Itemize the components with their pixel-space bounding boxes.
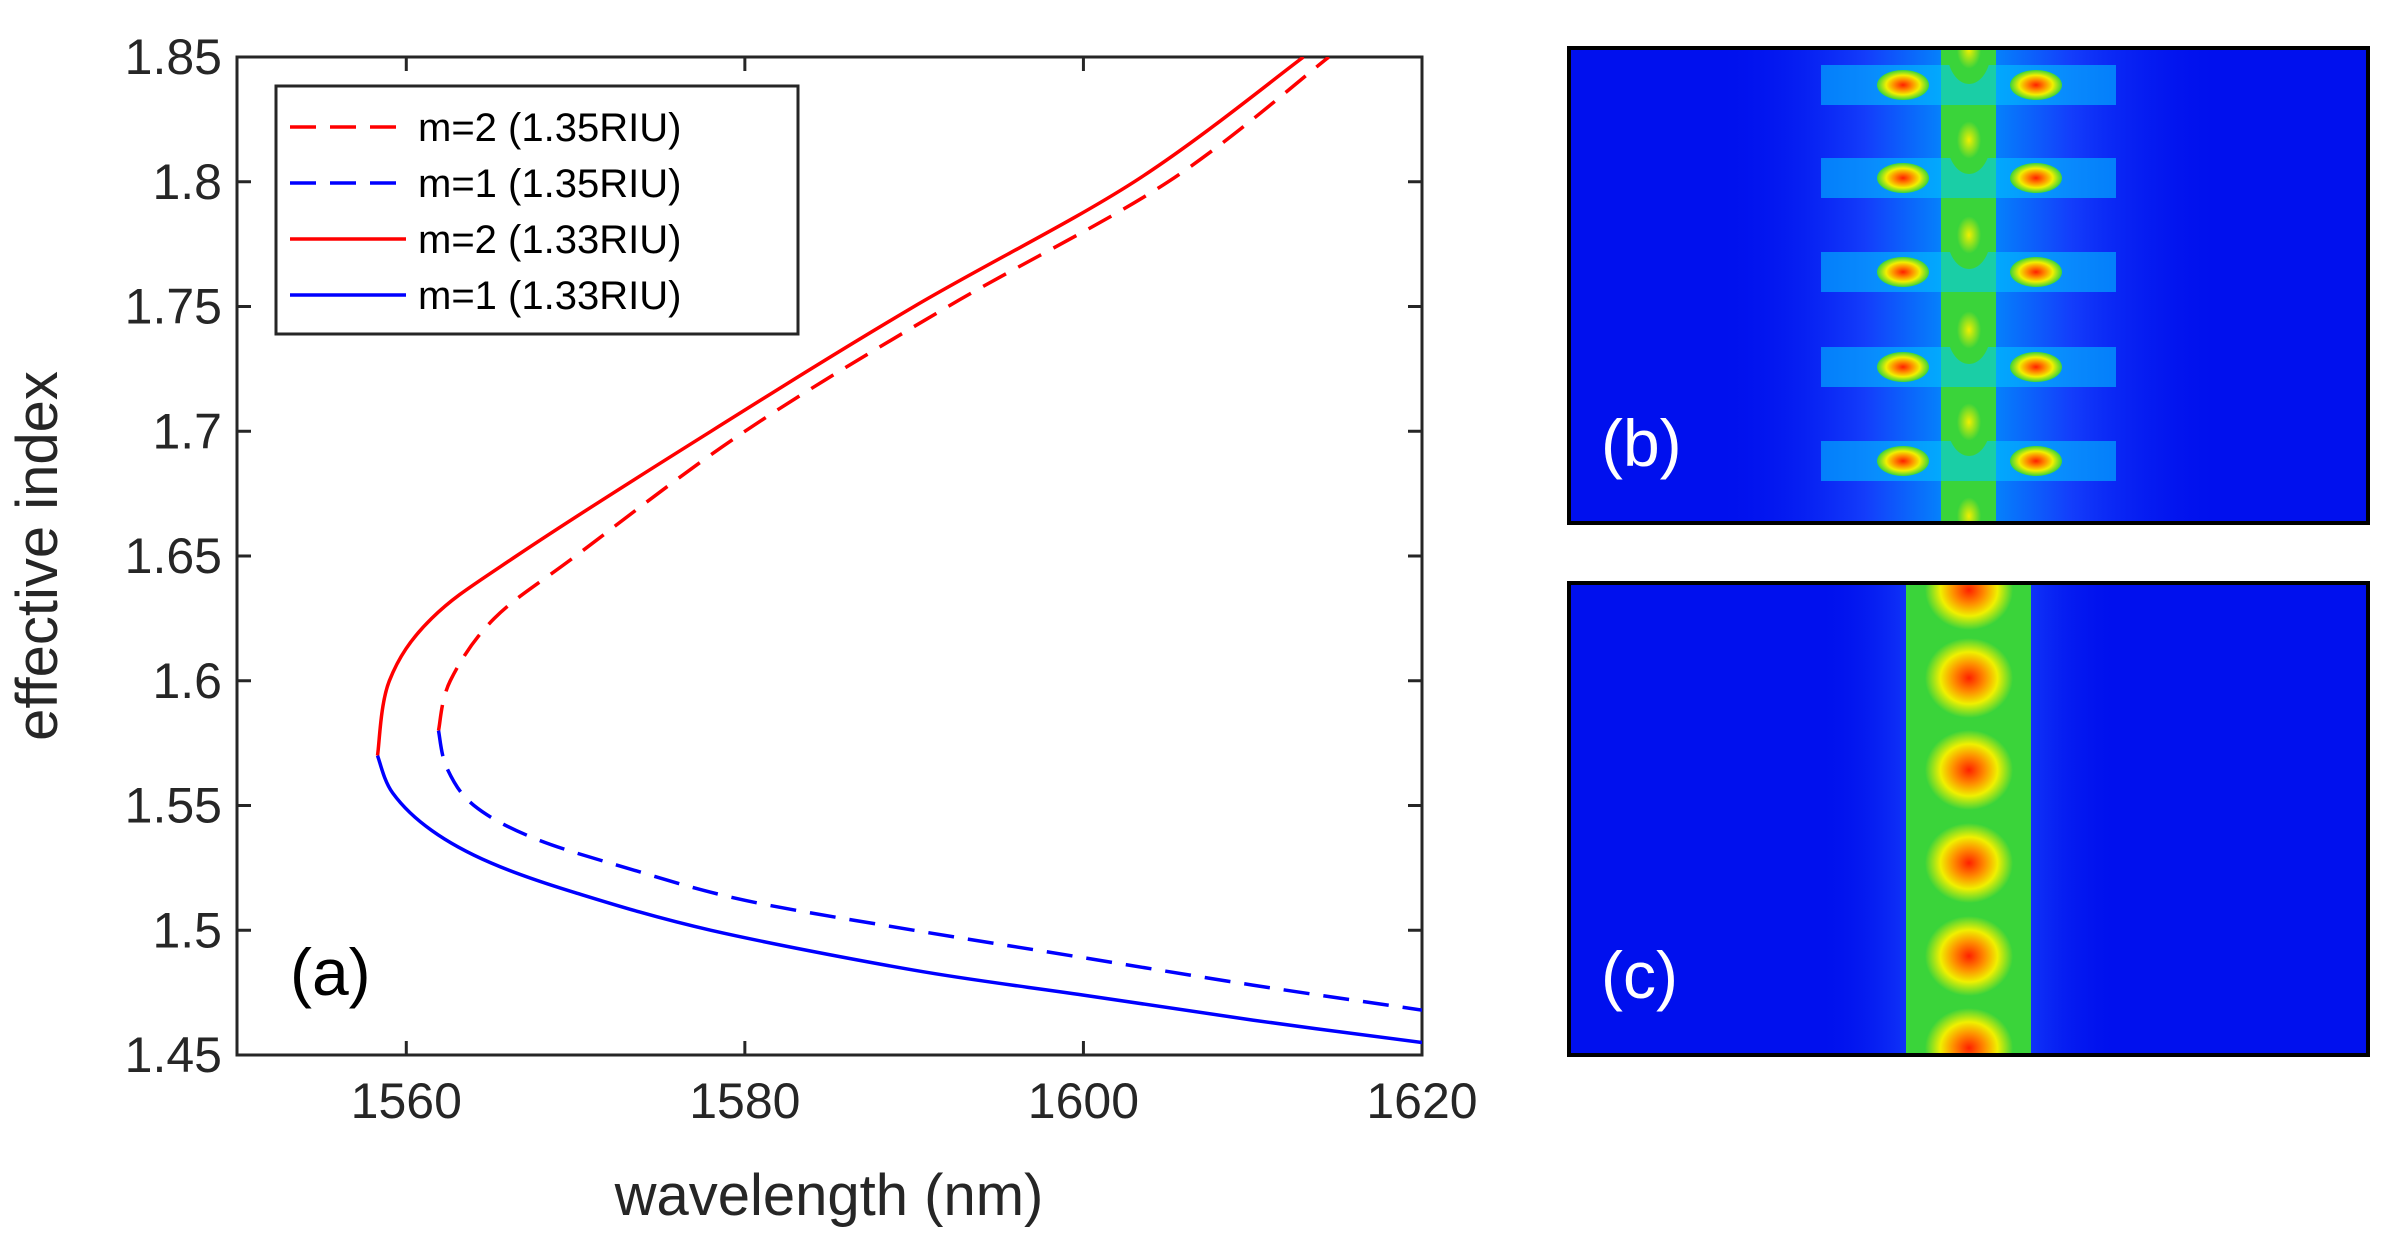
y-axis-title: effective index — [5, 371, 70, 741]
y-tick-label: 1.75 — [125, 279, 222, 335]
y-tick-label: 1.45 — [125, 1027, 222, 1083]
series-line-1 — [436, 57, 1330, 731]
series-line-2 — [436, 730, 1422, 1012]
core-hotspot — [1925, 823, 2013, 903]
mode-field-panel-b: (b) — [1567, 46, 2370, 525]
core-lobe — [1947, 296, 1991, 364]
panel-a-label: (a) — [290, 935, 371, 1009]
y-tick-label: 1.85 — [125, 29, 222, 85]
series-line-3 — [375, 57, 1305, 756]
y-tick-label: 1.55 — [125, 778, 222, 834]
y-tick-label: 1.7 — [152, 403, 222, 459]
core-hotspot — [1925, 638, 2013, 718]
y-tick-label: 1.65 — [125, 528, 222, 584]
x-tick-label: 1600 — [1028, 1073, 1139, 1129]
core-lobe — [1947, 482, 1991, 521]
field-intensity-map-b — [1571, 50, 2366, 521]
legend: m=2 (1.35RIU) m=1 (1.35RIU) m=2 (1.33RIU) m… — [274, 84, 800, 336]
mode-field-panel-c: (c) — [1567, 581, 2370, 1057]
legend-box — [274, 84, 800, 336]
y-tick-label: 1.6 — [152, 653, 222, 709]
legend-entry: m=1 (1.33RIU) — [418, 274, 681, 318]
core-hotspot — [1925, 916, 2013, 996]
legend-entry: m=2 (1.33RIU) — [418, 218, 681, 262]
series-line-4 — [375, 754, 1422, 1045]
core-lobe — [1947, 106, 1991, 174]
panel-c-label: (c) — [1601, 938, 1678, 1012]
hotspot-left — [1877, 70, 1929, 100]
core-lobe — [1947, 388, 1991, 456]
y-tick-label: 1.8 — [152, 154, 222, 210]
hotspot-left — [1877, 257, 1929, 287]
hotspot-right — [2010, 163, 2062, 193]
core-lobe — [1947, 201, 1991, 269]
x-tick-label: 1560 — [351, 1073, 462, 1129]
hotspot-left — [1877, 352, 1929, 382]
hotspot-right — [2010, 257, 2062, 287]
curves-layer — [375, 57, 1422, 1045]
y-tick-label: 1.5 — [152, 902, 222, 958]
core-hotspot — [1925, 1008, 2013, 1053]
hotspot-right — [2010, 352, 2062, 382]
x-tick-label: 1620 — [1366, 1073, 1477, 1129]
legend-entry: m=2 (1.35RIU) — [418, 106, 681, 150]
core-hotspot — [1925, 730, 2013, 810]
legend-entry: m=1 (1.35RIU) — [418, 162, 681, 206]
hotspot-right — [2010, 70, 2062, 100]
x-axis-title: wavelength (nm) — [614, 1163, 1044, 1228]
panel-b-label: (b) — [1601, 406, 1682, 480]
core-hotspot — [1925, 585, 2013, 630]
core-lobe — [1947, 50, 1991, 84]
hotspot-left — [1877, 446, 1929, 476]
hotspot-right — [2010, 446, 2062, 476]
x-tick-label: 1580 — [689, 1073, 800, 1129]
tick-layer: 1560 1580 1600 1620 1.45 1.5 1.55 1.6 1.65 1.7 1.7… — [125, 29, 1478, 1129]
hotspot-left — [1877, 163, 1929, 193]
field-intensity-map-c — [1571, 585, 2366, 1053]
